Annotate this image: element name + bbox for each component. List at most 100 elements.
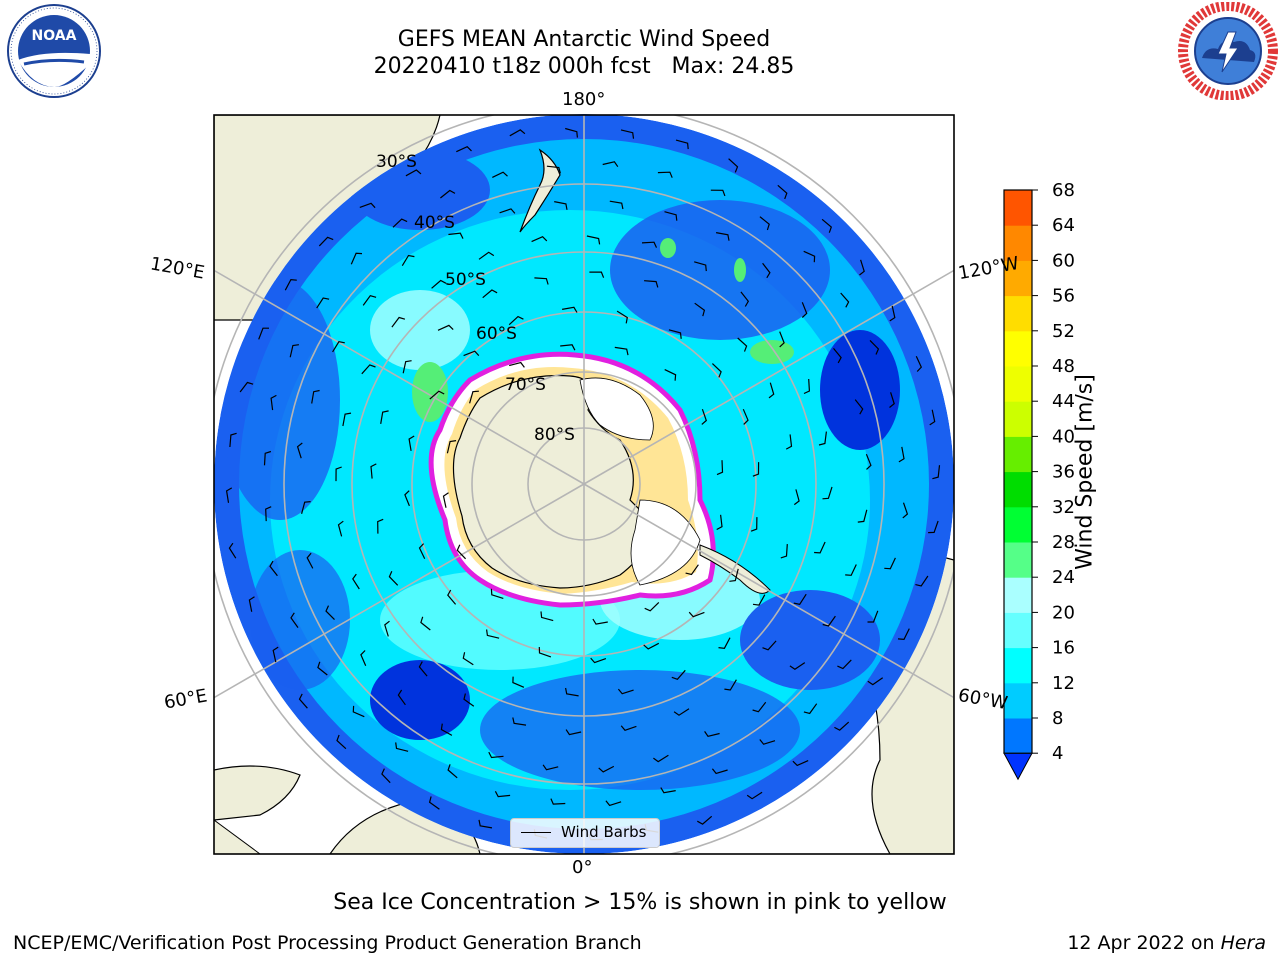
colorbar-segment — [1004, 260, 1032, 297]
wind-barb — [724, 679, 737, 691]
colorbar-tick-label: 24 — [1052, 567, 1075, 588]
wind-barb — [408, 435, 415, 452]
wind-barb — [296, 442, 303, 459]
wind-barb — [420, 616, 431, 631]
wind-barb — [448, 232, 464, 239]
wind-barb — [469, 390, 479, 404]
colorbar-tick-label: 52 — [1052, 321, 1075, 342]
wind-barb — [710, 189, 726, 197]
wind-barb — [512, 676, 525, 688]
wind-barb — [265, 506, 272, 522]
wind-barb — [560, 344, 576, 351]
wind-barb — [554, 201, 568, 210]
wind-barb — [793, 593, 807, 605]
wind-barb — [657, 171, 673, 178]
wind-barb — [456, 145, 472, 153]
colorbar-segment — [1004, 330, 1032, 367]
wind-barb — [867, 610, 879, 623]
map-title-line1: GEFS MEAN Antarctic Wind Speed — [397, 27, 771, 52]
wind-barb — [762, 640, 777, 651]
wind-barb — [752, 594, 766, 606]
wind-barb — [404, 490, 410, 507]
wind-barb — [616, 310, 628, 324]
wind-barb — [590, 657, 607, 664]
wind-barb — [248, 596, 255, 612]
colorbar-tick-label: 56 — [1052, 286, 1075, 307]
wind-barb — [898, 446, 905, 463]
wind-barb — [664, 211, 678, 221]
colorbar-tick-label: 48 — [1052, 356, 1075, 377]
wind-barb — [742, 408, 749, 425]
wind-barb — [298, 693, 308, 709]
wind-barb — [694, 302, 706, 317]
wind-barb — [531, 235, 548, 243]
wind-barb — [801, 302, 808, 318]
wind-barb — [729, 568, 739, 582]
ross-ice-shelf — [579, 377, 654, 441]
lat-label-80s: 80°S — [534, 425, 575, 445]
wind-barb — [335, 466, 342, 482]
colorbar-label: Wind Speed [m/s] — [1072, 374, 1098, 570]
wind-barb — [664, 369, 677, 381]
wind-barb — [845, 564, 857, 576]
wind-barb — [377, 518, 384, 534]
wind-barb — [269, 560, 278, 577]
colorbar-segment — [1004, 612, 1032, 649]
colorbar-tick-label: 12 — [1052, 673, 1075, 694]
wind-barb — [284, 278, 297, 291]
wind-barb — [440, 723, 453, 736]
wind-barb — [752, 701, 767, 713]
wind-barb — [290, 612, 299, 628]
wind-barb — [867, 677, 884, 686]
wind-barb — [397, 689, 406, 706]
wind-barb — [614, 346, 629, 356]
wind-barb — [352, 573, 360, 590]
wind-barb — [239, 381, 254, 393]
colorbar-segment — [1004, 577, 1032, 613]
colorbar-segment — [1004, 190, 1032, 226]
wind-barb — [317, 661, 328, 676]
wind-barb — [814, 541, 826, 554]
wind-barb — [643, 642, 660, 650]
wind-barb — [402, 360, 412, 374]
wind-barb — [641, 241, 658, 248]
wind-barb — [902, 502, 909, 519]
colorbar-tick-label: 40 — [1052, 426, 1075, 447]
wind-barb — [301, 501, 311, 514]
wind-barb — [258, 327, 269, 340]
wind-barbs — [225, 127, 941, 841]
wind-barb — [928, 520, 939, 534]
wind-barb — [589, 271, 605, 278]
colorbar-segment — [1004, 436, 1032, 473]
wind-barb — [263, 450, 272, 466]
wind-barb — [442, 492, 449, 508]
wind-barb — [609, 200, 624, 210]
wind-barb — [316, 297, 330, 309]
wind-barb — [840, 292, 850, 308]
wind-barb — [431, 279, 447, 289]
wind-barb — [325, 605, 335, 621]
wind-barb — [395, 742, 409, 752]
wind-barb — [688, 611, 705, 618]
lat-label-40s: 40°S — [414, 213, 455, 233]
new-zealand-land — [519, 148, 561, 233]
wind-barb — [759, 739, 776, 745]
wind-barb — [605, 800, 622, 807]
colorbar-tick-label: 28 — [1052, 532, 1075, 553]
wind-barb — [542, 764, 559, 771]
noaa-logo: NOAA — [7, 4, 101, 98]
wind-barb — [565, 729, 582, 736]
wind-barb — [704, 731, 720, 737]
wind-barb — [737, 337, 748, 352]
colorbar-extend-triangle — [1003, 752, 1033, 781]
wind-barb — [752, 462, 760, 477]
wind-barb — [915, 356, 923, 372]
wind-barb — [715, 232, 730, 241]
wind-barb — [932, 465, 941, 480]
wind-barb — [508, 315, 524, 326]
wind-barb — [653, 754, 669, 763]
wind-barb — [701, 409, 707, 425]
wind-barb — [384, 620, 390, 637]
wind-barb — [768, 382, 775, 399]
wind-barb — [270, 394, 277, 411]
